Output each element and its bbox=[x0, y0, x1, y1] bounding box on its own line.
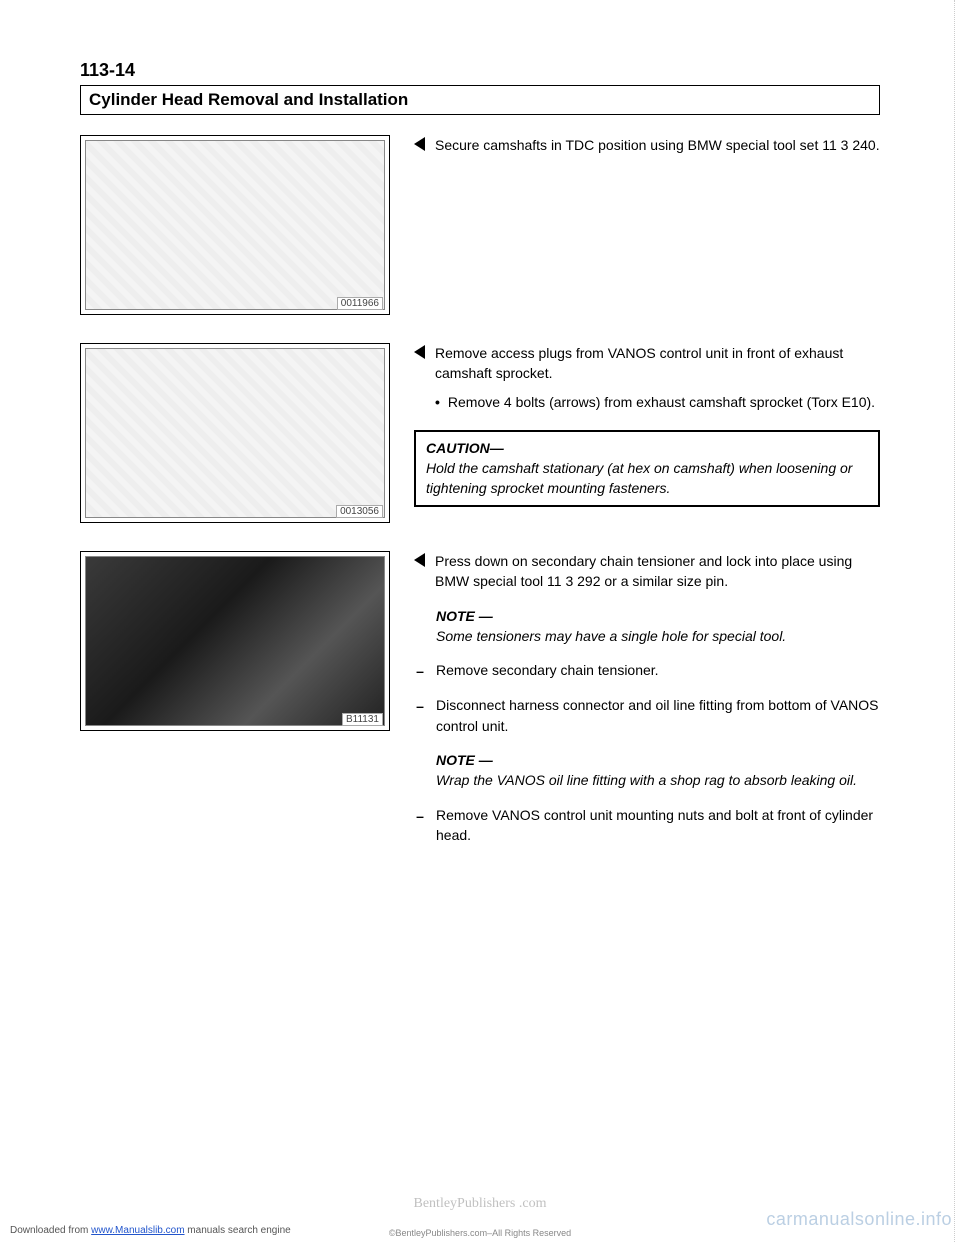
triangle-icon bbox=[414, 553, 425, 567]
watermark-center: BentleyPublishers .com bbox=[414, 1196, 547, 1212]
section-2-text: Remove access plugs from VANOS control u… bbox=[414, 343, 880, 517]
dash-text: Remove VANOS control unit mounting nuts … bbox=[436, 805, 880, 846]
bullet-item: Remove 4 bolts (arrows) from exhaust cam… bbox=[435, 392, 880, 412]
step-body: Remove access plugs from VANOS control u… bbox=[435, 343, 880, 416]
dash-item: – Disconnect harness connector and oil l… bbox=[414, 695, 880, 736]
dash-text: Remove secondary chain tensioner. bbox=[436, 660, 659, 681]
page-number: 113-14 bbox=[80, 60, 880, 81]
section-3-text: Press down on secondary chain tensioner … bbox=[414, 551, 880, 859]
step-item: Secure camshafts in TDC position using B… bbox=[414, 135, 880, 155]
section-3: B11131 Press down on secondary chain ten… bbox=[80, 551, 880, 859]
footer-suffix: manuals search engine bbox=[185, 1225, 291, 1236]
step-text: Secure camshafts in TDC position using B… bbox=[435, 135, 880, 155]
section-1-text: Secure camshafts in TDC position using B… bbox=[414, 135, 880, 169]
figure-2-id: 0013056 bbox=[336, 505, 383, 518]
triangle-icon bbox=[414, 137, 425, 151]
figure-1-id: 0011966 bbox=[337, 297, 383, 310]
bullet-list: Remove 4 bolts (arrows) from exhaust cam… bbox=[435, 392, 880, 412]
footer-prefix: Downloaded from bbox=[10, 1225, 91, 1236]
figure-3: B11131 bbox=[80, 551, 390, 731]
footer-copyright: ©BentleyPublishers.com–All Rights Reserv… bbox=[389, 1228, 571, 1238]
step-item: Press down on secondary chain tensioner … bbox=[414, 551, 880, 592]
footer-left: Downloaded from www.Manualslib.com manua… bbox=[10, 1225, 291, 1236]
figure-1-image bbox=[85, 140, 385, 310]
dash-item: – Remove VANOS control unit mounting nut… bbox=[414, 805, 880, 846]
watermark-right: carmanualsonline.info bbox=[766, 1209, 952, 1230]
dash-icon: – bbox=[414, 661, 426, 681]
figure-1: 0011966 bbox=[80, 135, 390, 315]
note-block-1: NOTE — Some tensioners may have a single… bbox=[436, 606, 880, 647]
right-margin-ticks bbox=[954, 0, 958, 1242]
note-title: NOTE — bbox=[436, 750, 880, 770]
content-area: 0011966 Secure camshafts in TDC position… bbox=[80, 135, 880, 859]
section-title: Cylinder Head Removal and Installation bbox=[80, 85, 880, 115]
caution-text: Hold the camshaft stationary (at hex on … bbox=[426, 458, 868, 499]
dash-icon: – bbox=[414, 806, 426, 846]
note-text: Wrap the VANOS oil line fitting with a s… bbox=[436, 770, 880, 790]
figure-2: 0013056 bbox=[80, 343, 390, 523]
triangle-icon bbox=[414, 345, 425, 359]
footer-link[interactable]: www.Manualslib.com bbox=[91, 1225, 184, 1236]
step-text: Press down on secondary chain tensioner … bbox=[435, 551, 880, 592]
dash-item: – Remove secondary chain tensioner. bbox=[414, 660, 880, 681]
bullet-text: Remove 4 bolts (arrows) from exhaust cam… bbox=[448, 392, 875, 412]
caution-box: CAUTION— Hold the camshaft stationary (a… bbox=[414, 430, 880, 507]
dash-icon: – bbox=[414, 696, 426, 736]
figure-3-image bbox=[85, 556, 385, 726]
figure-3-id: B11131 bbox=[342, 713, 383, 726]
section-2: 0013056 Remove access plugs from VANOS c… bbox=[80, 343, 880, 523]
caution-title: CAUTION— bbox=[426, 438, 868, 458]
section-1: 0011966 Secure camshafts in TDC position… bbox=[80, 135, 880, 315]
note-block-2: NOTE — Wrap the VANOS oil line fitting w… bbox=[436, 750, 880, 791]
step-item: Remove access plugs from VANOS control u… bbox=[414, 343, 880, 416]
step-text: Remove access plugs from VANOS control u… bbox=[435, 343, 880, 384]
dash-text: Disconnect harness connector and oil lin… bbox=[436, 695, 880, 736]
note-title: NOTE — bbox=[436, 606, 880, 626]
figure-2-image bbox=[85, 348, 385, 518]
note-text: Some tensioners may have a single hole f… bbox=[436, 626, 880, 646]
